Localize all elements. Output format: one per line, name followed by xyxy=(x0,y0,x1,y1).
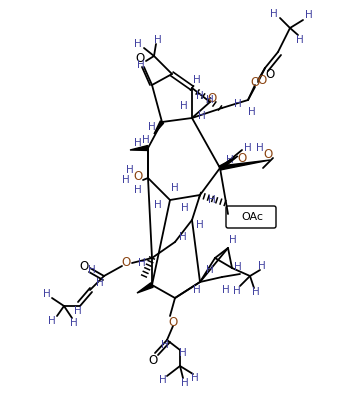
Text: O: O xyxy=(133,170,143,183)
Text: H: H xyxy=(179,348,187,358)
Text: H: H xyxy=(88,265,96,275)
Text: O: O xyxy=(79,259,88,273)
Text: H: H xyxy=(270,9,278,19)
Text: O: O xyxy=(251,76,260,90)
Text: O: O xyxy=(237,152,247,164)
Text: H: H xyxy=(244,143,252,153)
Text: H: H xyxy=(206,95,214,105)
Text: H: H xyxy=(256,143,264,153)
Text: H: H xyxy=(161,340,169,350)
Text: H: H xyxy=(74,306,82,316)
Text: H: H xyxy=(296,35,304,45)
Text: H: H xyxy=(305,10,313,20)
Text: H: H xyxy=(154,35,162,45)
Text: O: O xyxy=(263,148,273,162)
Text: H: H xyxy=(181,203,189,213)
Text: O: O xyxy=(208,92,217,105)
Text: H: H xyxy=(134,185,142,195)
Text: H: H xyxy=(96,278,104,288)
Text: H: H xyxy=(206,265,214,275)
Text: H: H xyxy=(43,289,51,299)
Text: H: H xyxy=(193,285,201,295)
Text: H: H xyxy=(126,165,134,175)
Text: O: O xyxy=(257,74,266,86)
Text: H: H xyxy=(233,286,241,296)
Text: H: H xyxy=(193,75,201,85)
Text: H: H xyxy=(191,373,199,383)
Text: O: O xyxy=(265,68,274,80)
Text: H: H xyxy=(258,261,266,271)
Text: H: H xyxy=(252,287,260,297)
Polygon shape xyxy=(219,156,238,170)
FancyBboxPatch shape xyxy=(226,206,276,228)
Polygon shape xyxy=(130,146,148,150)
Text: O: O xyxy=(149,353,158,367)
Text: O: O xyxy=(168,316,178,328)
Text: H: H xyxy=(196,91,204,101)
Text: H: H xyxy=(181,378,189,388)
Text: OAc: OAc xyxy=(241,212,263,222)
Text: O: O xyxy=(135,53,145,66)
Polygon shape xyxy=(137,283,153,293)
Text: H: H xyxy=(48,316,56,326)
Polygon shape xyxy=(220,160,270,170)
Text: H: H xyxy=(234,262,242,272)
Text: O: O xyxy=(121,256,130,269)
Text: H: H xyxy=(122,175,130,185)
Text: H: H xyxy=(171,183,179,193)
Text: H: H xyxy=(159,375,167,385)
Text: H: H xyxy=(70,318,78,328)
Text: H: H xyxy=(208,195,216,205)
Text: H: H xyxy=(234,99,242,109)
Text: H: H xyxy=(179,232,187,242)
Text: H: H xyxy=(196,220,204,230)
Text: H: H xyxy=(142,135,150,145)
Text: H: H xyxy=(134,39,142,49)
Polygon shape xyxy=(154,121,164,134)
Text: H: H xyxy=(226,155,234,165)
Text: H: H xyxy=(198,111,206,121)
Text: H: H xyxy=(222,285,230,295)
Text: H: H xyxy=(229,235,237,245)
Text: H: H xyxy=(180,101,188,111)
Text: H: H xyxy=(138,258,146,268)
Text: H: H xyxy=(154,200,162,210)
Text: H: H xyxy=(148,122,156,132)
Text: H: H xyxy=(134,138,142,148)
Text: H: H xyxy=(248,107,256,117)
Text: H: H xyxy=(137,60,145,70)
